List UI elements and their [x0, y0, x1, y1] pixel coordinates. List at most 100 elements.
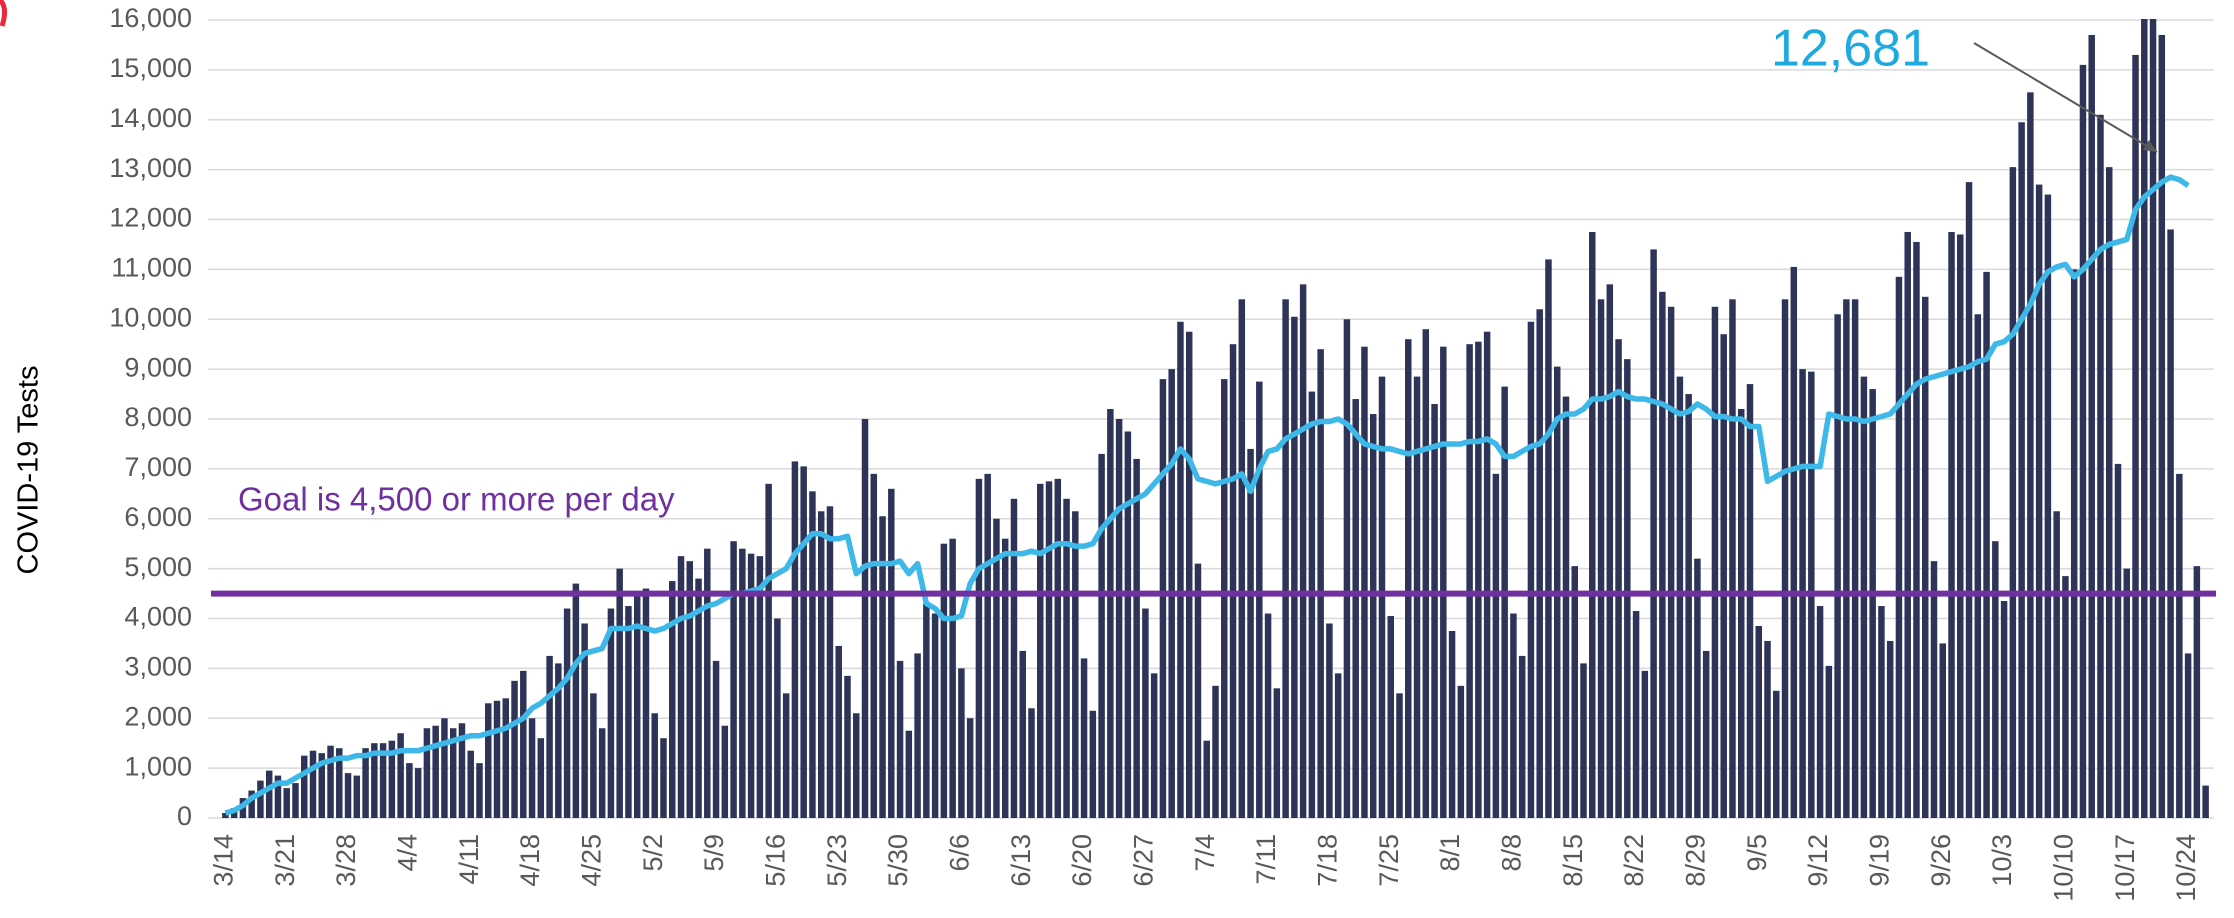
bar: [2088, 34, 2095, 818]
bar: [791, 461, 799, 818]
bar: [695, 578, 702, 818]
bar: [1466, 344, 1473, 818]
bar: [2158, 34, 2166, 818]
bar: [1702, 650, 1710, 818]
x-tick-label: 10/24: [2171, 834, 2201, 902]
bar: [704, 548, 711, 818]
y-tick-label: 8,000: [124, 402, 192, 432]
bar: [1001, 538, 1009, 818]
bar: [1028, 708, 1035, 818]
bar: [397, 733, 404, 818]
x-tick-label: 4/11: [454, 834, 484, 885]
bar: [1597, 299, 1605, 818]
bar: [1291, 316, 1298, 818]
bar: [2123, 568, 2131, 818]
x-tick-label: 5/9: [699, 834, 729, 872]
bar: [1834, 314, 1841, 818]
bar: [607, 608, 615, 818]
bar: [1448, 630, 1456, 818]
bar: [1256, 381, 1263, 818]
bar: [1957, 234, 1964, 818]
bar: [1965, 182, 1973, 818]
bar: [1010, 498, 1018, 818]
bar: [222, 813, 229, 818]
bar: [940, 543, 948, 818]
bar: [1589, 231, 1596, 818]
bar: [353, 775, 361, 818]
bar: [2193, 566, 2201, 818]
bar: [677, 556, 685, 818]
bar: [1536, 309, 1543, 818]
bar: [1221, 379, 1228, 818]
bar: [931, 613, 939, 818]
x-tick-label: 6/13: [1006, 834, 1036, 887]
x-tick-label: 5/16: [761, 834, 791, 887]
bar: [625, 606, 632, 818]
bar: [966, 718, 974, 818]
bar: [2176, 473, 2183, 818]
bar: [1475, 341, 1482, 818]
bar: [2132, 54, 2139, 819]
bar: [449, 728, 457, 818]
y-tick-label: 9,000: [124, 352, 192, 382]
bar: [1133, 458, 1140, 818]
bar: [1369, 414, 1377, 818]
y-tick-label: 14,000: [109, 103, 192, 133]
x-tick-label: 10/3: [1987, 834, 2017, 887]
y-axis-title: COVID-19 Tests: [13, 366, 45, 575]
bar: [1764, 640, 1771, 818]
bar: [756, 556, 764, 818]
x-tick-label: 10/10: [2049, 834, 2079, 902]
bar: [344, 773, 352, 818]
bar: [1641, 670, 1649, 818]
bar: [1107, 409, 1114, 818]
bar: [1054, 478, 1062, 818]
bar: [660, 738, 667, 818]
bar: [1895, 276, 1903, 818]
bar: [765, 483, 772, 818]
y-tick-label: 10,000: [109, 302, 192, 332]
bar: [2079, 64, 2087, 818]
bar: [712, 660, 720, 818]
bar: [1650, 249, 1657, 819]
x-tick-label: 3/14: [209, 834, 239, 887]
bar: [949, 538, 956, 818]
bar: [721, 725, 729, 818]
y-tick-label: 2,000: [124, 701, 192, 731]
bar: [853, 713, 860, 818]
x-tick-label: 7/25: [1374, 834, 1404, 887]
y-tick-label: 1,000: [124, 751, 192, 781]
bar: [1886, 640, 1894, 818]
grid: 0 1,000 2,000 3,000 4,000 5,000 6,000 7,000 8,00…: [109, 3, 2214, 902]
bar: [975, 478, 983, 818]
bar: [2114, 463, 2122, 818]
bar: [2149, 19, 2157, 818]
x-tick-label: 8/22: [1619, 834, 1649, 887]
bar: [1483, 331, 1491, 818]
bar: [1326, 623, 1333, 818]
bar: [1422, 329, 1430, 818]
bar: [423, 728, 431, 818]
bar: [1773, 690, 1780, 818]
bar: [1185, 331, 1193, 818]
x-tick-label: 9/19: [1865, 834, 1895, 887]
bar: [1851, 299, 1859, 818]
bar: [371, 743, 378, 818]
bar: [1177, 321, 1184, 818]
y-tick-label: 12,000: [109, 203, 192, 233]
bar: [1974, 314, 1982, 818]
bar: [1457, 685, 1465, 818]
bar: [2202, 785, 2209, 818]
y-tick-label: 11,000: [111, 253, 192, 283]
bar: [905, 730, 913, 818]
bar: [861, 419, 869, 818]
bar: [1203, 740, 1210, 818]
y-tick-label: 7,000: [124, 452, 192, 482]
bar: [1571, 566, 1578, 818]
bar: [896, 660, 904, 818]
bar: [546, 655, 553, 818]
bar: [265, 770, 273, 818]
bar: [1440, 346, 1447, 818]
bar: [1904, 231, 1911, 818]
